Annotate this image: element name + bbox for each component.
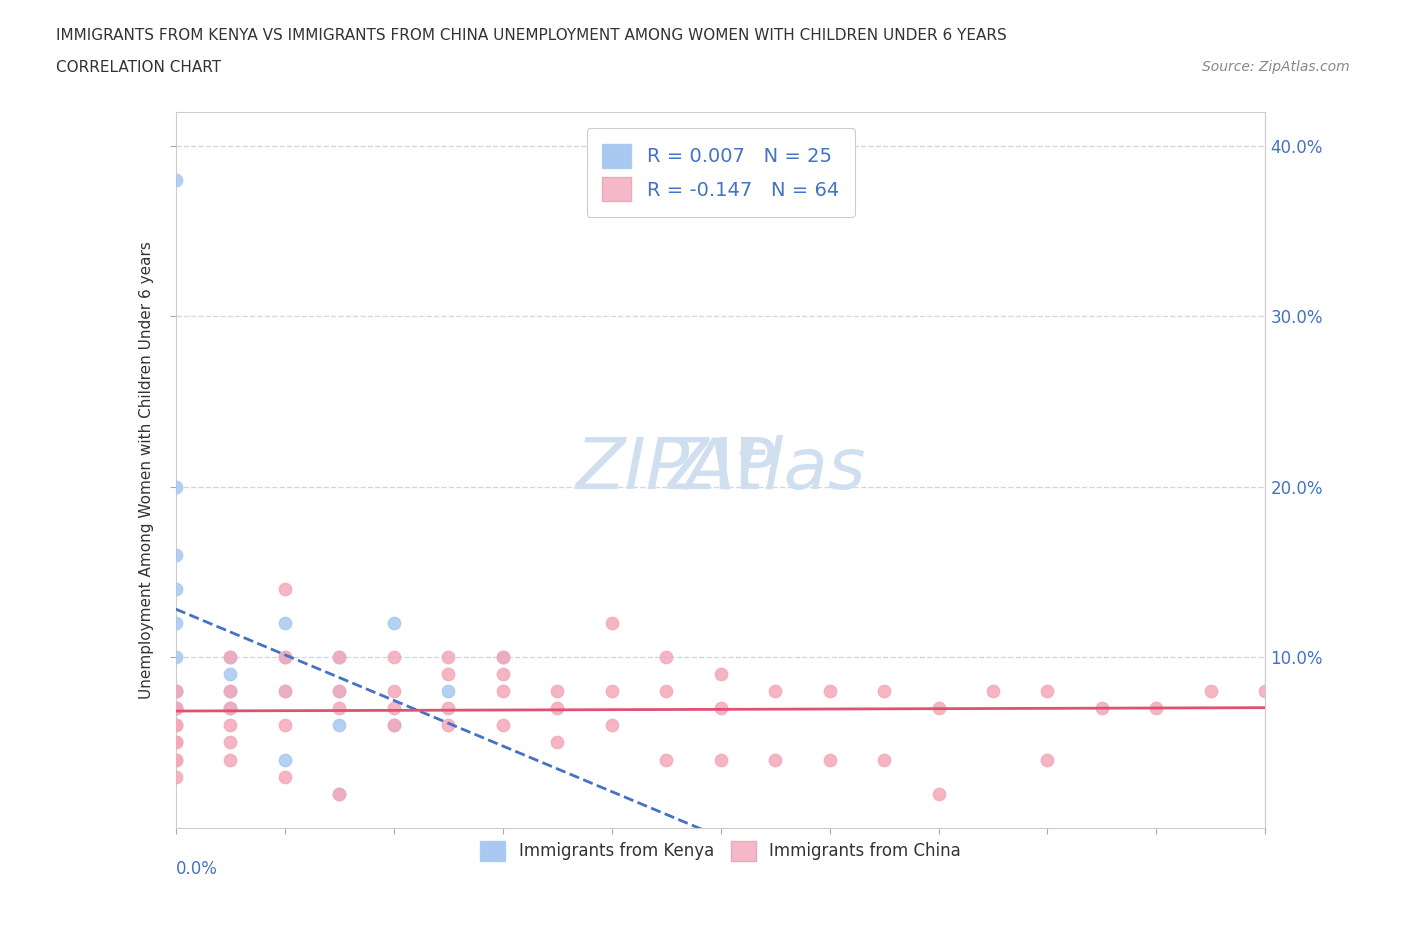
Point bbox=[818, 684, 841, 698]
Point bbox=[165, 684, 187, 698]
Point bbox=[492, 667, 515, 682]
Point bbox=[818, 752, 841, 767]
Point bbox=[873, 684, 896, 698]
Text: CORRELATION CHART: CORRELATION CHART bbox=[56, 60, 221, 75]
Point bbox=[274, 650, 297, 665]
Point bbox=[274, 581, 297, 596]
Point bbox=[600, 616, 623, 631]
Point bbox=[328, 684, 350, 698]
Y-axis label: Unemployment Among Women with Children Under 6 years: Unemployment Among Women with Children U… bbox=[139, 241, 155, 698]
Point bbox=[165, 701, 187, 716]
Point bbox=[437, 650, 460, 665]
Point bbox=[437, 718, 460, 733]
Point bbox=[165, 650, 187, 665]
Point bbox=[710, 701, 733, 716]
Point bbox=[382, 718, 405, 733]
Point bbox=[165, 735, 187, 750]
Text: ZIPAtlas: ZIPAtlas bbox=[575, 435, 866, 504]
Point bbox=[219, 718, 242, 733]
Text: 0.0%: 0.0% bbox=[176, 860, 218, 878]
Point bbox=[165, 718, 187, 733]
Point bbox=[219, 701, 242, 716]
Point bbox=[492, 650, 515, 665]
Point bbox=[437, 667, 460, 682]
Point bbox=[873, 752, 896, 767]
Point bbox=[219, 684, 242, 698]
Point bbox=[763, 752, 786, 767]
Point bbox=[763, 684, 786, 698]
Text: Source: ZipAtlas.com: Source: ZipAtlas.com bbox=[1202, 60, 1350, 74]
Point bbox=[382, 616, 405, 631]
Point bbox=[274, 684, 297, 698]
Point bbox=[928, 701, 950, 716]
Point bbox=[219, 752, 242, 767]
Legend: Immigrants from Kenya, Immigrants from China: Immigrants from Kenya, Immigrants from C… bbox=[472, 832, 969, 870]
Point bbox=[1091, 701, 1114, 716]
Point bbox=[274, 650, 297, 665]
Point bbox=[981, 684, 1004, 698]
Point bbox=[165, 548, 187, 563]
Point bbox=[165, 701, 187, 716]
Point bbox=[382, 684, 405, 698]
Point bbox=[328, 786, 350, 801]
Point bbox=[165, 769, 187, 784]
Point bbox=[328, 684, 350, 698]
Point bbox=[165, 752, 187, 767]
Text: ZIP: ZIP bbox=[664, 435, 778, 504]
Point bbox=[165, 616, 187, 631]
Point bbox=[219, 701, 242, 716]
Point bbox=[274, 769, 297, 784]
Point bbox=[437, 701, 460, 716]
Point bbox=[492, 650, 515, 665]
Point bbox=[382, 718, 405, 733]
Point bbox=[655, 650, 678, 665]
Point bbox=[219, 650, 242, 665]
Point bbox=[274, 752, 297, 767]
Point bbox=[165, 172, 187, 187]
Point bbox=[165, 735, 187, 750]
Point bbox=[165, 701, 187, 716]
Point bbox=[328, 650, 350, 665]
Point bbox=[710, 667, 733, 682]
Point bbox=[165, 684, 187, 698]
Point bbox=[219, 667, 242, 682]
Point bbox=[655, 752, 678, 767]
Point bbox=[165, 684, 187, 698]
Point bbox=[1036, 752, 1059, 767]
Point bbox=[492, 684, 515, 698]
Text: IMMIGRANTS FROM KENYA VS IMMIGRANTS FROM CHINA UNEMPLOYMENT AMONG WOMEN WITH CHI: IMMIGRANTS FROM KENYA VS IMMIGRANTS FROM… bbox=[56, 28, 1007, 43]
Point bbox=[328, 701, 350, 716]
Point bbox=[546, 684, 568, 698]
Point bbox=[274, 684, 297, 698]
Point bbox=[328, 718, 350, 733]
Point bbox=[165, 581, 187, 596]
Point bbox=[437, 684, 460, 698]
Point bbox=[546, 735, 568, 750]
Point bbox=[219, 684, 242, 698]
Point bbox=[1036, 684, 1059, 698]
Point bbox=[165, 718, 187, 733]
Point bbox=[655, 684, 678, 698]
Point bbox=[219, 650, 242, 665]
Point bbox=[328, 650, 350, 665]
Point bbox=[492, 718, 515, 733]
Point bbox=[274, 718, 297, 733]
Point bbox=[165, 479, 187, 494]
Point bbox=[1199, 684, 1222, 698]
Point bbox=[382, 650, 405, 665]
Point bbox=[928, 786, 950, 801]
Point bbox=[219, 735, 242, 750]
Point bbox=[1144, 701, 1167, 716]
Point bbox=[274, 616, 297, 631]
Point bbox=[546, 701, 568, 716]
Point bbox=[165, 752, 187, 767]
Point bbox=[328, 786, 350, 801]
Point bbox=[710, 752, 733, 767]
Point bbox=[600, 684, 623, 698]
Point bbox=[1254, 684, 1277, 698]
Point bbox=[600, 718, 623, 733]
Point bbox=[382, 701, 405, 716]
